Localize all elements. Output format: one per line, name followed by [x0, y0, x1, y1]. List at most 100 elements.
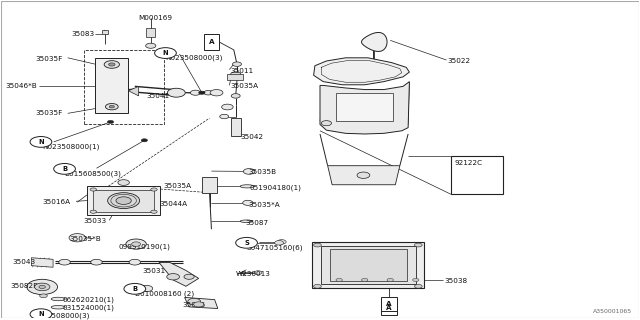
Text: S047105160(6): S047105160(6): [246, 244, 303, 251]
Circle shape: [108, 193, 140, 209]
Circle shape: [387, 278, 394, 282]
Text: S: S: [244, 240, 249, 246]
Circle shape: [314, 243, 321, 247]
Text: 35035*B: 35035*B: [70, 236, 101, 242]
Circle shape: [198, 91, 205, 94]
Bar: [102, 30, 108, 34]
Polygon shape: [328, 166, 400, 185]
Circle shape: [357, 172, 370, 179]
Circle shape: [30, 309, 52, 320]
Circle shape: [69, 234, 86, 242]
Circle shape: [184, 274, 194, 279]
Text: 35083: 35083: [71, 31, 94, 37]
Circle shape: [155, 48, 176, 59]
Bar: [312, 242, 424, 288]
Text: A: A: [386, 301, 392, 307]
Text: N023508000(1): N023508000(1): [42, 143, 100, 150]
Text: A: A: [386, 305, 392, 310]
Bar: [381, 297, 397, 311]
Circle shape: [231, 94, 240, 98]
Circle shape: [39, 285, 45, 289]
Text: 35046*B: 35046*B: [6, 84, 38, 89]
Circle shape: [277, 240, 286, 244]
Circle shape: [59, 259, 70, 265]
Text: 35041: 35041: [147, 93, 170, 99]
Text: N023508000(3): N023508000(3): [166, 55, 223, 61]
Text: 031524000(1): 031524000(1): [63, 304, 115, 311]
Circle shape: [116, 197, 131, 204]
Bar: [227, 74, 243, 80]
Text: 35082B: 35082B: [10, 283, 38, 289]
Text: 35087: 35087: [245, 220, 268, 226]
Text: 35035*A: 35035*A: [248, 202, 280, 208]
Circle shape: [193, 302, 204, 307]
Circle shape: [415, 284, 422, 288]
Circle shape: [109, 105, 115, 108]
Bar: [451, 156, 503, 194]
Circle shape: [140, 285, 153, 292]
Circle shape: [230, 72, 241, 77]
Text: 35035A: 35035A: [230, 84, 259, 89]
Text: N: N: [163, 50, 168, 56]
Text: B010008160 (2): B010008160 (2): [135, 290, 194, 297]
Text: B: B: [62, 166, 67, 172]
Circle shape: [54, 164, 76, 174]
Text: B: B: [132, 286, 138, 292]
Ellipse shape: [51, 306, 65, 309]
Circle shape: [336, 278, 342, 282]
Bar: [230, 118, 241, 136]
Circle shape: [221, 104, 233, 110]
Circle shape: [90, 210, 97, 213]
Circle shape: [91, 259, 102, 265]
Circle shape: [254, 271, 262, 275]
Polygon shape: [320, 82, 410, 134]
Text: 35035F: 35035F: [36, 56, 63, 62]
Bar: [147, 28, 156, 37]
Bar: [87, 186, 161, 215]
Bar: [202, 177, 216, 193]
Circle shape: [30, 137, 52, 147]
Bar: [84, 50, 164, 124]
Text: 35022: 35022: [448, 58, 471, 64]
Text: 35011: 35011: [230, 68, 253, 74]
Polygon shape: [129, 86, 139, 96]
Bar: [93, 189, 154, 212]
Circle shape: [40, 294, 47, 298]
Text: A: A: [209, 39, 214, 45]
Circle shape: [236, 237, 257, 248]
Circle shape: [126, 239, 147, 249]
Text: 35033: 35033: [84, 218, 107, 224]
Text: 051904180(1): 051904180(1): [250, 185, 301, 191]
Polygon shape: [159, 262, 198, 286]
Circle shape: [129, 285, 141, 292]
Circle shape: [204, 91, 212, 95]
Circle shape: [220, 114, 228, 119]
Circle shape: [129, 259, 141, 265]
Circle shape: [106, 103, 118, 110]
Ellipse shape: [240, 185, 254, 188]
Circle shape: [27, 279, 58, 294]
Bar: [336, 93, 394, 121]
Circle shape: [124, 284, 146, 294]
Bar: [204, 34, 219, 50]
Text: B015608500(3): B015608500(3): [65, 170, 122, 177]
Text: 062620210(1): 062620210(1): [63, 296, 115, 303]
Circle shape: [314, 284, 321, 288]
Circle shape: [109, 63, 115, 66]
Bar: [321, 246, 416, 284]
Text: N: N: [38, 311, 44, 317]
Ellipse shape: [51, 297, 65, 301]
Bar: [330, 249, 408, 281]
Circle shape: [243, 200, 253, 205]
Circle shape: [108, 120, 114, 124]
Text: N023508000(3): N023508000(3): [33, 312, 90, 319]
Polygon shape: [314, 58, 410, 85]
Text: 35038: 35038: [445, 277, 468, 284]
Ellipse shape: [240, 220, 253, 222]
Text: W230013: W230013: [236, 271, 271, 277]
Polygon shape: [362, 32, 387, 52]
Text: M000169: M000169: [138, 15, 172, 21]
Circle shape: [232, 62, 241, 66]
Circle shape: [321, 121, 332, 126]
Text: 35035B: 35035B: [248, 169, 276, 175]
